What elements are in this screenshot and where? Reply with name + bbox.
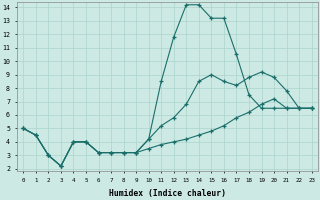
X-axis label: Humidex (Indice chaleur): Humidex (Indice chaleur): [109, 189, 226, 198]
